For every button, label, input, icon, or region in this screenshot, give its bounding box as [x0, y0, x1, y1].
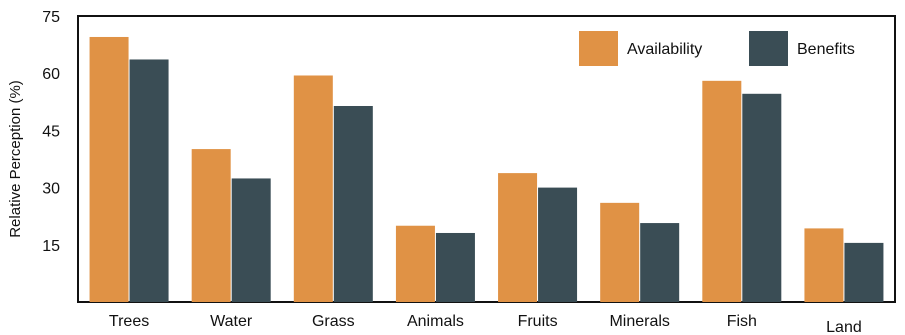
x-tick-label: Land	[826, 319, 862, 335]
bar-benefits-trees	[129, 59, 169, 302]
legend-swatch-benefits	[749, 31, 788, 66]
x-tick-label: Grass	[312, 313, 355, 330]
y-tick-label: 30	[42, 181, 60, 198]
legend-label-availability: Availability	[627, 41, 702, 58]
y-axis-ticks: 15 30 45 60 75	[42, 9, 60, 255]
y-axis-title: Relative Perception (%)	[7, 80, 24, 238]
y-tick-label: 15	[42, 238, 60, 255]
bar-benefits-minerals	[640, 223, 680, 302]
bar-benefits-fish	[742, 93, 782, 303]
legend-swatch-availability	[579, 31, 618, 66]
bar-benefits-grass	[333, 105, 373, 303]
bar-benefits-water	[231, 178, 271, 302]
x-axis-ticks: Trees Water Grass Animals Fruits Minerals Fish…	[109, 313, 862, 335]
x-tick-label: Water	[210, 313, 253, 330]
y-tick-label: 45	[42, 123, 60, 140]
bar-availability-water	[191, 149, 231, 302]
bar-availability-animals	[395, 225, 435, 302]
x-tick-label: Minerals	[609, 313, 669, 330]
plot-frame	[77, 15, 896, 303]
bar-availability-trees	[89, 36, 129, 303]
x-tick-label: Animals	[407, 313, 464, 330]
x-tick-label: Trees	[109, 313, 149, 330]
y-tick-label: 75	[42, 9, 60, 26]
bar-availability-minerals	[600, 202, 640, 302]
bar-availability-grass	[293, 75, 333, 302]
bar-benefits-animals	[435, 232, 475, 302]
legend-label-benefits: Benefits	[797, 41, 855, 58]
bar-benefits-land	[844, 242, 884, 302]
bar-availability-land	[804, 228, 844, 302]
bar-availability-fish	[702, 80, 742, 303]
x-tick-label: Fish	[727, 313, 757, 330]
x-tick-label: Fruits	[518, 313, 558, 330]
bars	[89, 36, 884, 303]
legend: Availability Benefits	[579, 31, 855, 66]
bar-benefits-fruits	[538, 187, 578, 302]
bar-availability-fruits	[498, 173, 538, 302]
y-tick-label: 60	[42, 66, 60, 83]
